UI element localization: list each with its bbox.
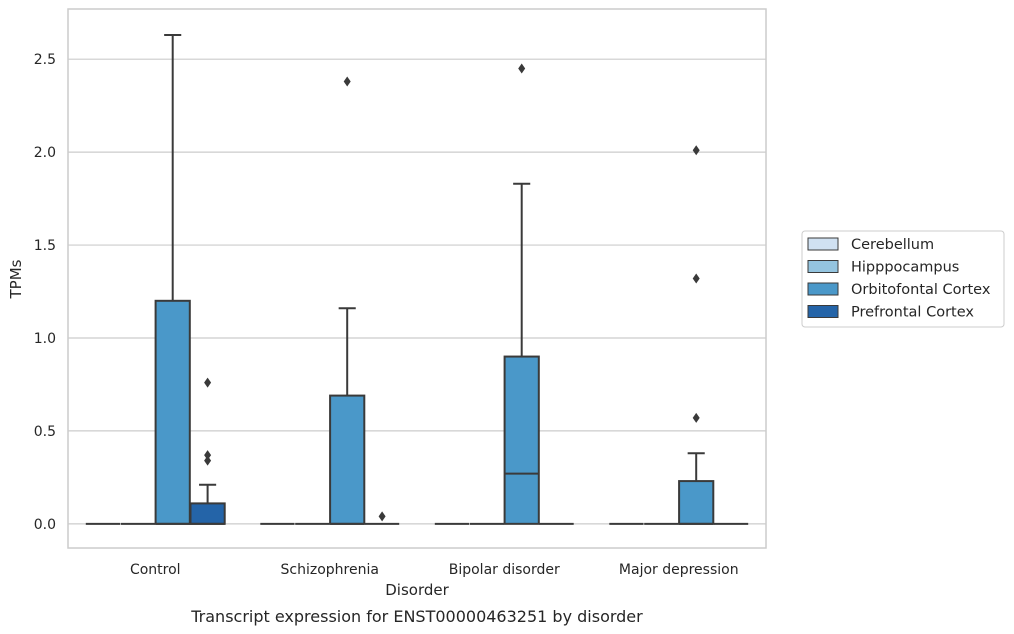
x-axis-ticks: Control Schizophrenia Bipolar disorder Majo… bbox=[130, 562, 739, 578]
legend-label: Prefrontal Cortex bbox=[851, 305, 974, 321]
outlier-point bbox=[692, 412, 700, 423]
box bbox=[329, 394, 366, 525]
outlier-point bbox=[692, 145, 700, 156]
box-group bbox=[364, 511, 400, 525]
box-group bbox=[189, 377, 226, 525]
legend-label: Orbitofontal Cortex bbox=[851, 282, 991, 298]
x-tick-label: Bipolar disorder bbox=[449, 562, 560, 578]
box-group bbox=[678, 145, 715, 525]
outlier-point bbox=[518, 63, 526, 74]
legend-swatch bbox=[807, 305, 839, 318]
x-tick-label: Schizophrenia bbox=[281, 562, 379, 578]
legend-swatch bbox=[807, 282, 839, 296]
box-group bbox=[329, 76, 366, 525]
y-tick-label: 0.5 bbox=[34, 424, 56, 440]
x-axis-title: Disorder bbox=[385, 581, 449, 599]
y-axis-ticks: 0.0 0.5 1.0 1.5 2.0 2.5 bbox=[34, 52, 56, 533]
outlier-point bbox=[204, 455, 212, 466]
y-tick-label: 2.0 bbox=[34, 145, 56, 161]
box bbox=[678, 480, 715, 525]
boxes bbox=[85, 34, 749, 525]
plot-area-frame bbox=[67, 8, 767, 549]
legend-label: Cerebellum bbox=[851, 237, 934, 253]
legend-label: Hipppocampus bbox=[851, 260, 959, 276]
outlier-point bbox=[204, 450, 212, 461]
chart-caption: Transcript expression for ENST0000046325… bbox=[190, 607, 643, 626]
y-tick-label: 1.0 bbox=[34, 331, 56, 347]
outlier-point bbox=[378, 511, 386, 522]
legend-swatch bbox=[807, 237, 839, 251]
box bbox=[189, 502, 226, 525]
box-group bbox=[154, 34, 191, 525]
box-group bbox=[503, 63, 540, 525]
outlier-point bbox=[204, 377, 212, 388]
outlier-point bbox=[692, 273, 700, 284]
x-tick-label: Major depression bbox=[619, 562, 739, 578]
y-tick-label: 0.0 bbox=[34, 517, 56, 533]
legend-frame bbox=[801, 230, 1005, 328]
y-tick-label: 1.5 bbox=[34, 238, 56, 254]
legend-items: Cerebellum Hipppocampus Orbitofontal Corte… bbox=[807, 237, 991, 321]
y-axis-title: TPMs bbox=[7, 259, 25, 299]
box bbox=[154, 299, 191, 525]
x-tick-label: Control bbox=[130, 562, 181, 578]
legend: Cerebellum Hipppocampus Orbitofontal Corte… bbox=[801, 230, 1005, 328]
box bbox=[503, 355, 540, 525]
legend-swatch bbox=[807, 260, 839, 273]
outlier-point bbox=[343, 76, 351, 87]
y-tick-label: 2.5 bbox=[34, 52, 56, 68]
